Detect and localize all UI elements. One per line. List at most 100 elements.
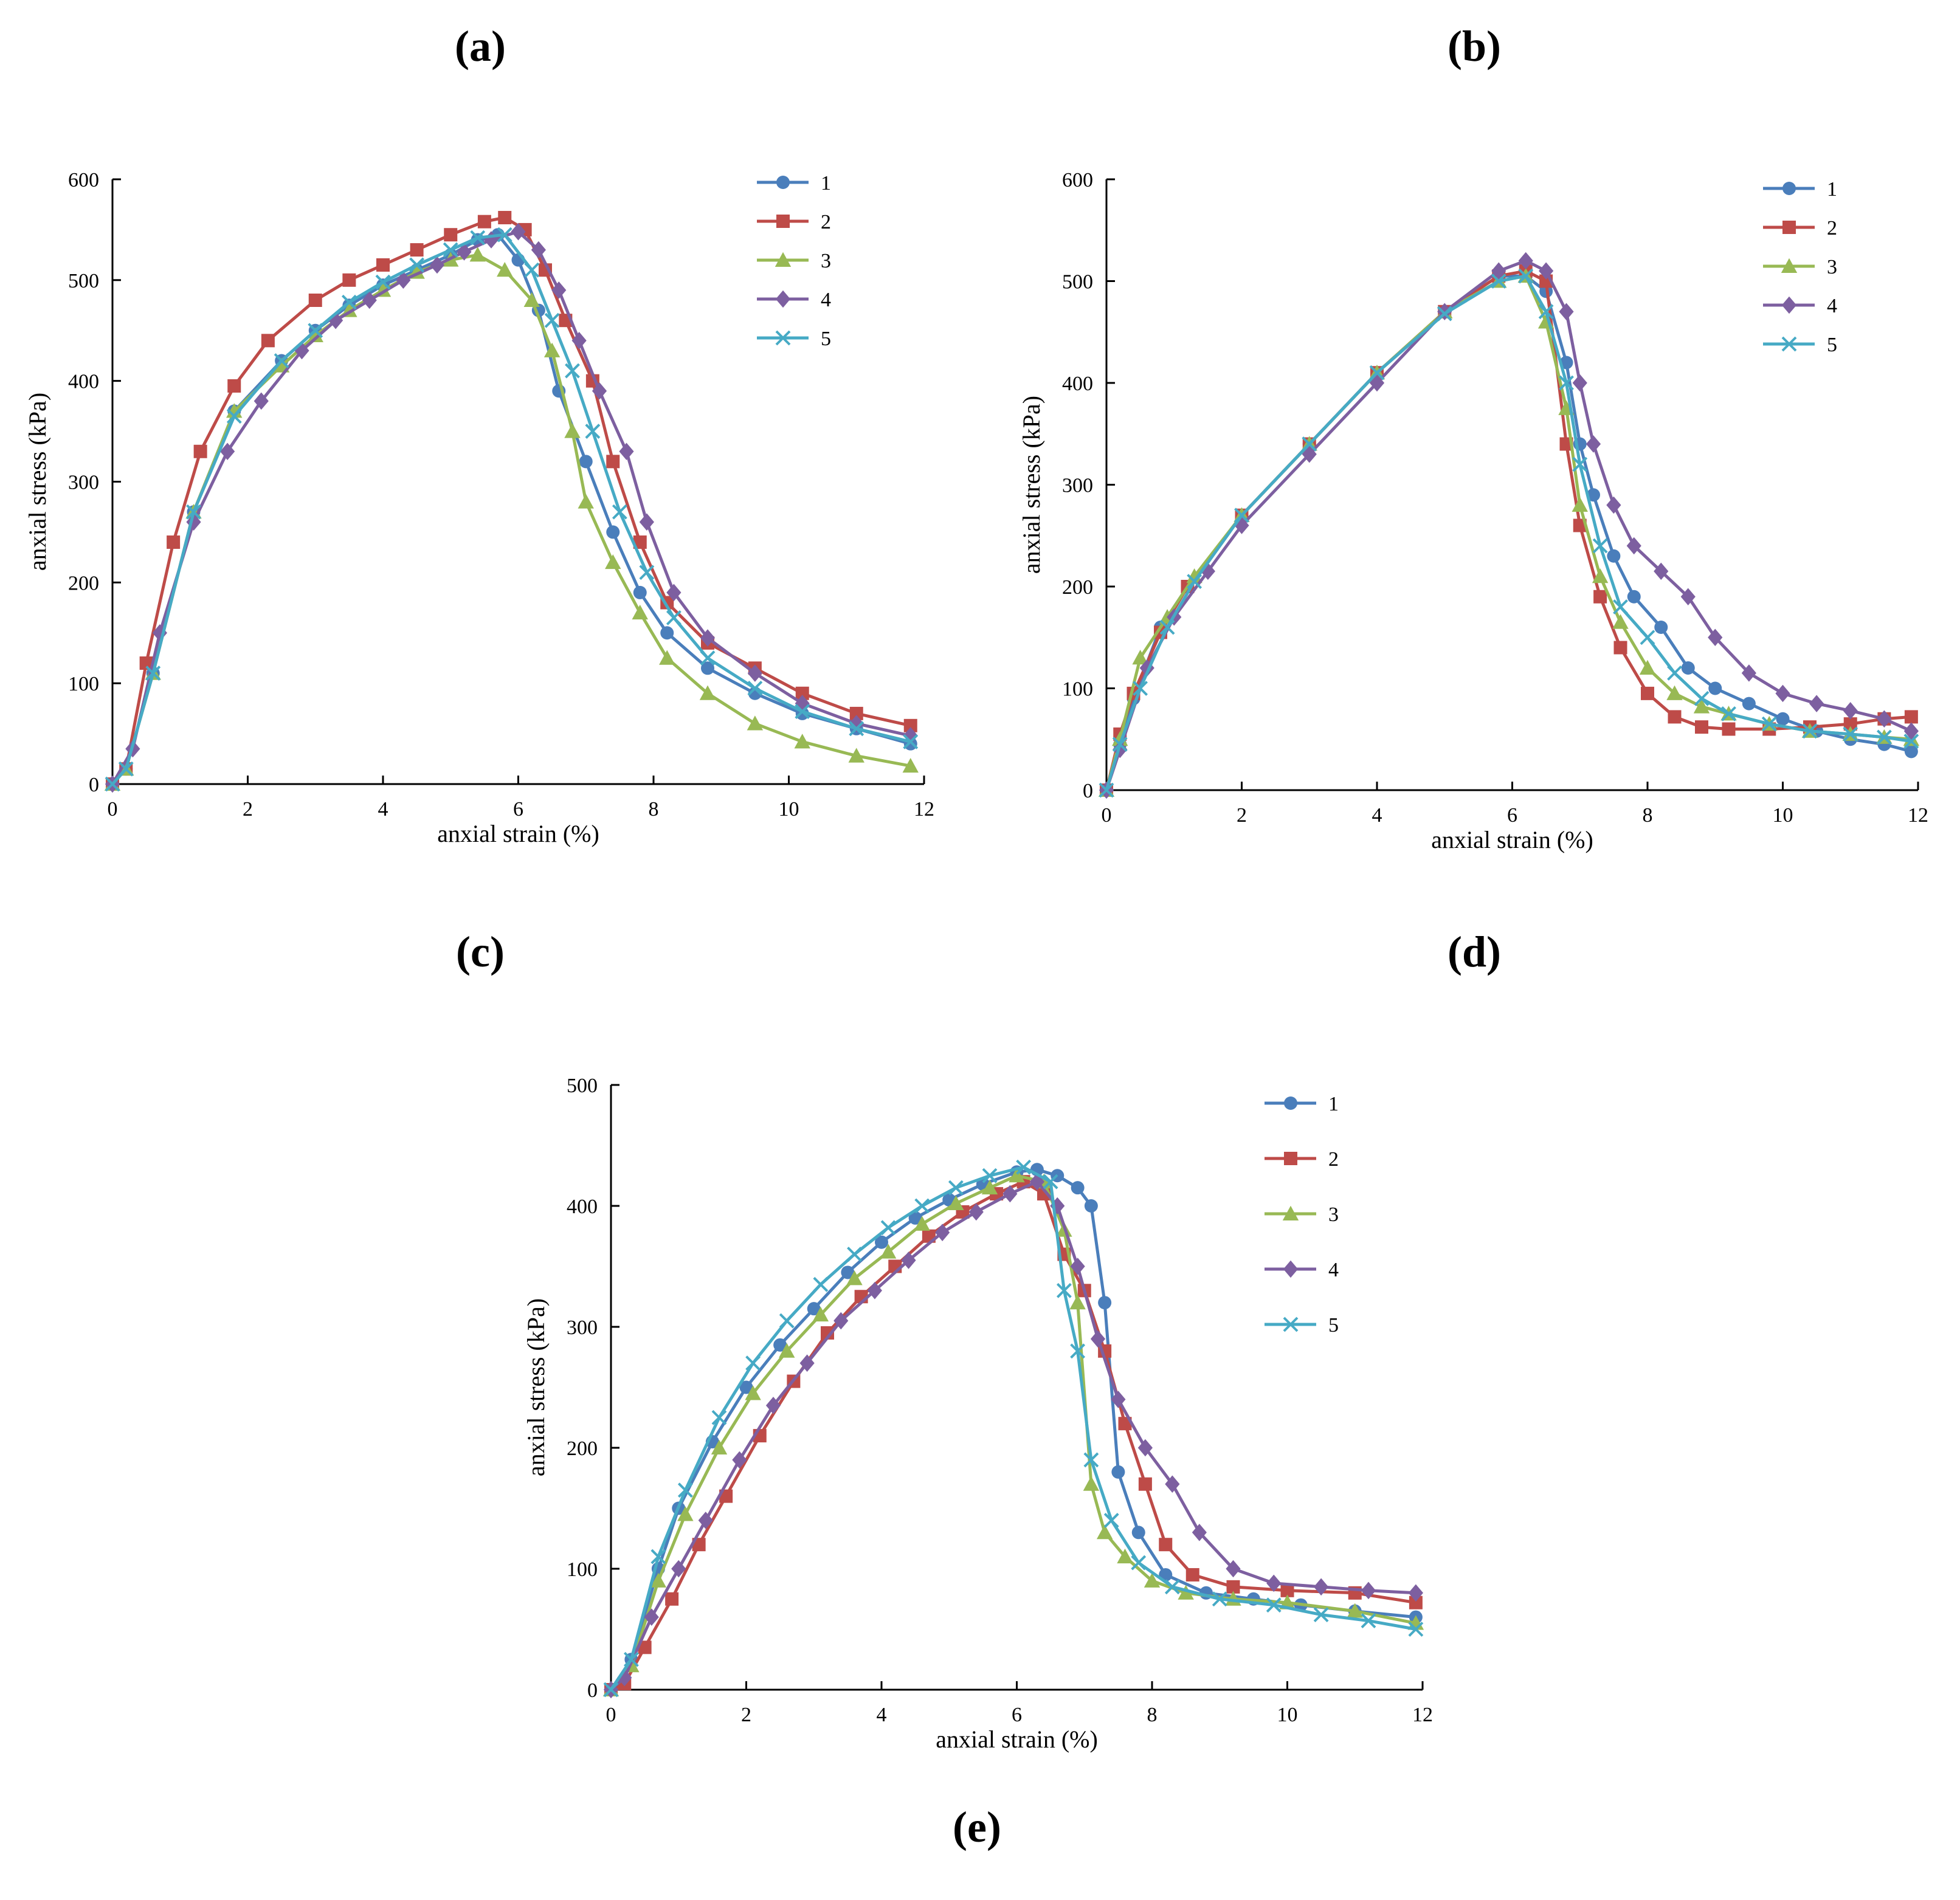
data-point bbox=[1904, 710, 1918, 724]
data-point bbox=[1178, 1585, 1194, 1600]
data-point bbox=[849, 721, 864, 737]
series-line-2 bbox=[1105, 269, 1912, 791]
data-point bbox=[1654, 562, 1669, 580]
data-point bbox=[745, 1355, 761, 1371]
data-point bbox=[1606, 496, 1621, 514]
legend-marker bbox=[776, 176, 790, 189]
legend-entry-4: 4 bbox=[1763, 295, 1837, 317]
data-point bbox=[469, 247, 486, 262]
panel-label-a: (a) bbox=[455, 22, 506, 71]
x-tick-label: 4 bbox=[877, 1704, 887, 1726]
data-point bbox=[1302, 445, 1317, 463]
data-point bbox=[1266, 1597, 1282, 1613]
y-axis-label: anxial stress (kPa) bbox=[24, 393, 51, 571]
data-point bbox=[227, 379, 241, 393]
y-tick-label: 500 bbox=[1062, 271, 1093, 294]
data-point bbox=[1612, 614, 1629, 629]
legend-label: 1 bbox=[1328, 1093, 1339, 1115]
data-point bbox=[1164, 1579, 1180, 1595]
data-point bbox=[1347, 1603, 1363, 1618]
data-point bbox=[1070, 1343, 1086, 1359]
data-point bbox=[1903, 734, 1919, 749]
data-point bbox=[807, 1302, 821, 1316]
x-tick-label: 4 bbox=[378, 798, 388, 821]
data-point bbox=[795, 695, 810, 712]
data-point bbox=[747, 681, 763, 696]
data-point bbox=[1137, 1439, 1153, 1457]
legend-label: 4 bbox=[1827, 295, 1837, 317]
data-point bbox=[1159, 1538, 1173, 1552]
legend-entry-2: 2 bbox=[1265, 1148, 1339, 1171]
legend-entry-2: 2 bbox=[757, 211, 831, 233]
data-point bbox=[849, 706, 863, 720]
data-point bbox=[739, 1380, 753, 1394]
data-point bbox=[342, 273, 356, 287]
legend-marker bbox=[1283, 1317, 1299, 1332]
y-tick-label: 100 bbox=[1062, 678, 1093, 701]
data-point bbox=[948, 1195, 964, 1211]
data-point bbox=[1904, 745, 1918, 759]
data-point bbox=[1313, 1607, 1329, 1623]
data-point bbox=[1708, 681, 1722, 695]
data-point bbox=[524, 262, 540, 278]
legend-entry-4: 4 bbox=[1265, 1259, 1339, 1281]
data-point bbox=[118, 761, 134, 777]
data-point bbox=[1187, 574, 1203, 590]
series-5 bbox=[603, 1159, 1424, 1698]
data-point bbox=[1369, 365, 1385, 380]
y-axis-label: anxial stress (kPa) bbox=[1018, 396, 1045, 574]
data-point bbox=[1212, 1591, 1227, 1607]
legend-marker bbox=[1781, 336, 1797, 352]
legend-marker bbox=[1782, 182, 1796, 195]
data-point bbox=[794, 734, 810, 749]
data-point bbox=[1314, 1578, 1329, 1596]
data-point bbox=[1185, 1568, 1199, 1582]
data-point bbox=[821, 1326, 834, 1340]
x-tick-label: 12 bbox=[1412, 1704, 1433, 1726]
x-tick-label: 10 bbox=[1277, 1704, 1298, 1726]
data-point bbox=[779, 1343, 795, 1358]
data-point bbox=[847, 1247, 862, 1262]
data-point bbox=[1903, 722, 1919, 740]
y-tick-label: 0 bbox=[1083, 780, 1093, 802]
data-point bbox=[1680, 588, 1696, 606]
data-point bbox=[747, 664, 762, 682]
legend-label: 1 bbox=[1827, 178, 1837, 201]
data-point bbox=[193, 444, 207, 458]
series-3 bbox=[602, 1168, 1424, 1696]
y-tick-label: 400 bbox=[1062, 373, 1093, 395]
data-point bbox=[1607, 549, 1621, 563]
data-point bbox=[1002, 1185, 1018, 1203]
series-line-4 bbox=[1105, 259, 1912, 791]
data-point bbox=[226, 403, 243, 418]
data-point bbox=[619, 442, 634, 461]
data-point bbox=[1098, 1296, 1112, 1310]
legend-label: 5 bbox=[821, 328, 831, 350]
data-point bbox=[1070, 1258, 1085, 1275]
data-point bbox=[747, 715, 764, 731]
data-point bbox=[457, 243, 472, 261]
y-tick-label: 600 bbox=[68, 169, 99, 191]
data-point bbox=[1111, 1391, 1126, 1408]
data-point bbox=[1266, 1574, 1282, 1592]
data-point bbox=[1361, 1613, 1376, 1628]
data-point bbox=[498, 211, 512, 225]
data-point bbox=[571, 332, 587, 349]
series-3 bbox=[104, 247, 919, 791]
data-point bbox=[1877, 710, 1892, 728]
legend-marker bbox=[1781, 296, 1797, 314]
data-point bbox=[1843, 702, 1858, 720]
legend-entry-5: 5 bbox=[757, 328, 831, 350]
legend-entry-3: 3 bbox=[1763, 256, 1837, 278]
data-point bbox=[1809, 695, 1824, 712]
data-point bbox=[307, 327, 323, 343]
legend-marker bbox=[775, 330, 791, 346]
y-tick-label: 400 bbox=[567, 1196, 598, 1218]
y-tick-label: 0 bbox=[89, 774, 99, 796]
data-point bbox=[1084, 1199, 1098, 1213]
data-point bbox=[639, 565, 655, 580]
data-point bbox=[1090, 1330, 1106, 1348]
x-tick-label: 8 bbox=[1643, 804, 1653, 827]
series-3 bbox=[1098, 267, 1920, 797]
legend-label: 2 bbox=[1328, 1148, 1339, 1171]
